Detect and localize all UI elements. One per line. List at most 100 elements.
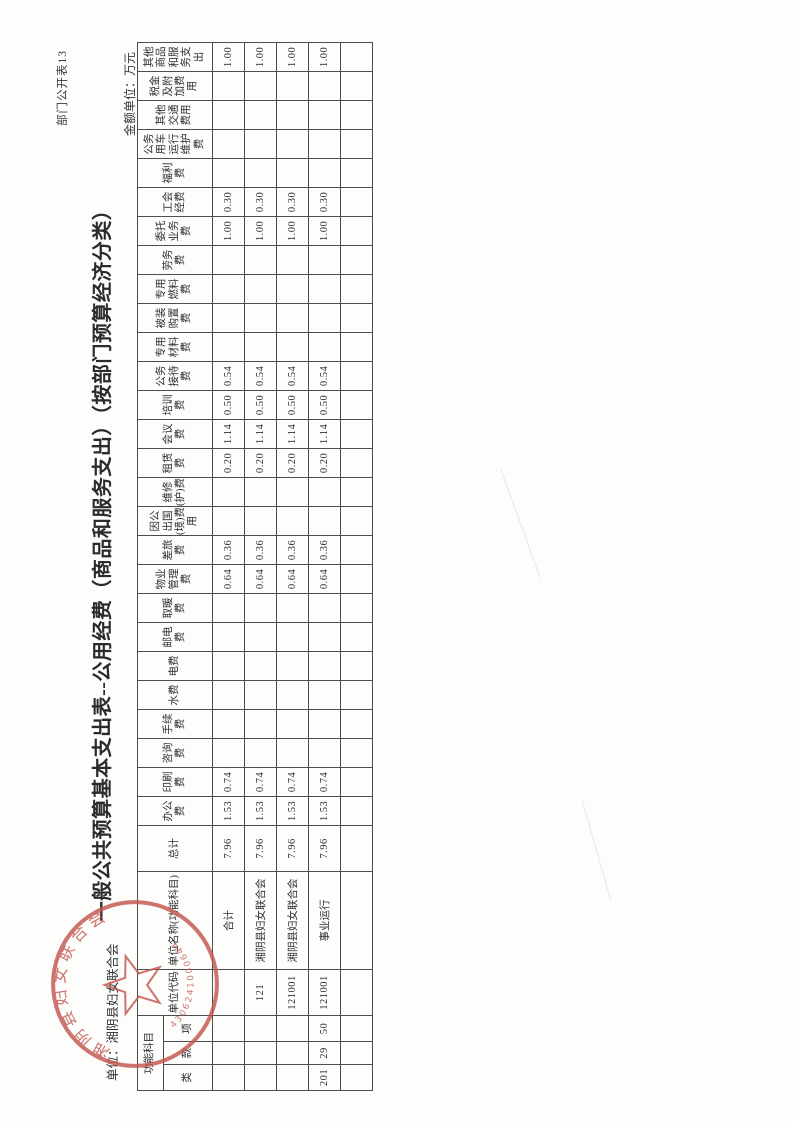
function-code-cell: 201 [308, 1064, 341, 1091]
expense-cell: 1.14 [276, 419, 309, 449]
expense-cell [340, 274, 373, 304]
expense-cell: 0.74 [276, 767, 309, 797]
expense-cell [244, 651, 277, 681]
expense-cell: 0.54 [308, 361, 341, 391]
expense-header: 被装购置费 [137, 303, 213, 333]
expense-cell [276, 680, 309, 710]
expense-cell [340, 448, 373, 478]
expense-cell [244, 680, 277, 710]
expense-cell [244, 245, 277, 275]
expense-cell [340, 477, 373, 507]
expense-cell [212, 593, 245, 623]
expense-cell: 1.14 [308, 419, 341, 449]
expense-header: 维修(护)费 [137, 477, 213, 507]
expense-cell: 0.50 [308, 390, 341, 420]
expense-cell: 0.74 [212, 767, 245, 797]
expense-cell: 0.64 [276, 564, 309, 594]
expense-cell: 0.74 [244, 767, 277, 797]
scan-artifact [500, 469, 541, 578]
expense-cell [308, 274, 341, 304]
expense-cell [340, 738, 373, 768]
seal-ring [51, 900, 219, 1068]
expense-cell [340, 419, 373, 449]
expense-cell [276, 709, 309, 739]
expense-cell [340, 303, 373, 333]
expense-cell: 1.53 [308, 796, 341, 826]
seal-code-text: 4306241000644 [169, 938, 197, 1031]
expense-header: 专用燃料费 [137, 274, 213, 304]
expense-cell [340, 187, 373, 217]
expense-cell [276, 303, 309, 333]
expense-cell [276, 332, 309, 362]
unit-code-cell [340, 969, 373, 1016]
expense-cell [276, 100, 309, 130]
expense-header: 公务用车运行维护费 [137, 129, 213, 159]
seal-star-icon [101, 953, 163, 1017]
expense-cell: 0.30 [212, 187, 245, 217]
expense-cell [244, 158, 277, 188]
expense-cell [308, 100, 341, 130]
total-cell: 7.96 [212, 825, 245, 872]
expense-cell: 0.54 [244, 361, 277, 391]
function-code-cell: 50 [308, 1015, 341, 1042]
unit-code-cell: 121001 [308, 969, 341, 1016]
expense-cell: 1.00 [276, 216, 309, 246]
function-code-cell [276, 1064, 309, 1091]
expense-header: 专用材料费 [137, 332, 213, 362]
expense-header: 租赁费 [137, 448, 213, 478]
unit-code-cell: 121 [244, 969, 277, 1016]
total-cell [340, 825, 373, 872]
expense-cell [340, 390, 373, 420]
expense-header: 水费 [137, 680, 213, 710]
total-header: 总计 [137, 825, 213, 872]
expense-cell: 0.50 [212, 390, 245, 420]
expense-cell [212, 158, 245, 188]
scan-artifact [581, 799, 612, 902]
expense-cell [212, 100, 245, 130]
function-code-cell [244, 1015, 277, 1042]
expense-cell [340, 564, 373, 594]
expense-cell [308, 738, 341, 768]
function-code-cell [340, 1015, 373, 1042]
expense-cell [340, 71, 373, 101]
expense-cell [308, 303, 341, 333]
table-row [340, 42, 373, 1091]
expense-cell [276, 651, 309, 681]
expense-cell [276, 129, 309, 159]
expense-cell [244, 100, 277, 130]
amount-unit-label: 金额单位：万元 [123, 52, 137, 137]
expense-cell: 0.20 [308, 448, 341, 478]
expense-cell [244, 71, 277, 101]
expense-cell [340, 216, 373, 246]
expense-cell [340, 593, 373, 623]
expense-cell: 0.20 [244, 448, 277, 478]
seal-org-text: 湘阴县妇女联合会 [50, 906, 113, 1063]
expense-cell: 0.64 [212, 564, 245, 594]
unit-name-cell [340, 871, 373, 970]
expense-cell [308, 709, 341, 739]
expense-cell [244, 738, 277, 768]
total-cell: 7.96 [244, 825, 277, 872]
unit-name-cell: 湘阴县妇女联合会 [244, 871, 277, 970]
expense-header: 福利费 [137, 158, 213, 188]
expense-cell [276, 738, 309, 768]
expense-header: 工会经费 [137, 187, 213, 217]
expense-cell [340, 651, 373, 681]
expense-header: 物业管理费 [137, 564, 213, 594]
expense-cell [340, 796, 373, 826]
expense-cell [276, 622, 309, 652]
expense-cell: 1.14 [244, 419, 277, 449]
expense-cell [340, 709, 373, 739]
expense-cell: 0.20 [276, 448, 309, 478]
expense-cell: 0.74 [308, 767, 341, 797]
expense-cell [244, 622, 277, 652]
function-code-cell [340, 1064, 373, 1091]
expense-cell: 1.00 [212, 42, 245, 72]
expense-cell: 1.53 [212, 796, 245, 826]
expense-cell [340, 506, 373, 536]
expense-cell: 1.00 [308, 42, 341, 72]
expense-cell [212, 738, 245, 768]
expense-cell: 0.54 [276, 361, 309, 391]
expense-cell: 0.20 [212, 448, 245, 478]
